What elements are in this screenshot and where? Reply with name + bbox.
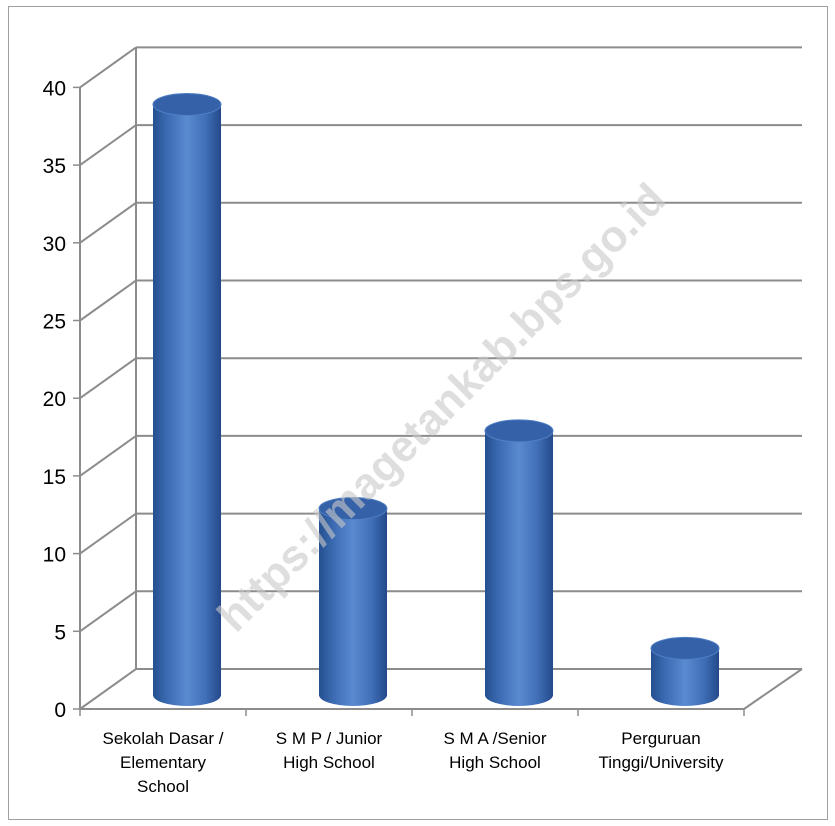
- y-tick-label: 20: [43, 388, 66, 411]
- bar-top: [650, 636, 720, 660]
- side-gridline: [79, 668, 137, 710]
- bar-body: [153, 104, 221, 707]
- bar: [152, 92, 222, 707]
- y-tick-label: 5: [54, 621, 66, 644]
- side-gridline: [79, 46, 137, 89]
- bar: [318, 497, 388, 706]
- side-gridline: [79, 279, 137, 322]
- bar-body: [319, 508, 387, 706]
- y-tick-labels: 0 5 10 15 20 25 30 35 40: [43, 77, 66, 722]
- x-category-label: Tinggi/University: [598, 753, 724, 772]
- side-gridline: [79, 357, 137, 400]
- x-category-label: High School: [449, 753, 541, 772]
- y-tick-label: 15: [43, 466, 66, 489]
- y-tick-label: 35: [43, 155, 66, 178]
- bars: [152, 92, 720, 707]
- x-category-label: School: [137, 777, 189, 796]
- bar: [484, 419, 554, 706]
- x-category-label: Sekolah Dasar /: [103, 729, 224, 748]
- x-category-label: Elementary: [120, 753, 206, 772]
- x-category-label: Perguruan: [621, 729, 700, 748]
- side-gridline: [79, 512, 137, 555]
- bar-body: [485, 430, 553, 706]
- bar-top: [152, 92, 222, 116]
- x-category-label: S M P / Junior: [276, 729, 383, 748]
- bar-body: [651, 648, 719, 706]
- side-gridline: [79, 590, 137, 633]
- y-tick-label: 25: [43, 311, 66, 334]
- y-tick-label: 40: [43, 77, 66, 100]
- y-tick-label: 10: [43, 544, 66, 567]
- side-gridline: [79, 124, 137, 166]
- y-tick-label: 30: [43, 233, 66, 256]
- bar: [650, 636, 720, 706]
- x-category-labels: Sekolah Dasar / Elementary School S M P / J…: [103, 729, 724, 796]
- bar-top: [318, 497, 388, 521]
- floor-edge: [743, 668, 803, 710]
- axes: [73, 47, 803, 716]
- side-gridline: [79, 435, 137, 477]
- x-category-label: High School: [283, 753, 375, 772]
- side-gridline: [79, 201, 137, 244]
- x-category-label: S M A /Senior: [444, 729, 547, 748]
- bar-top: [484, 419, 554, 443]
- y-tick-label: 0: [54, 699, 66, 722]
